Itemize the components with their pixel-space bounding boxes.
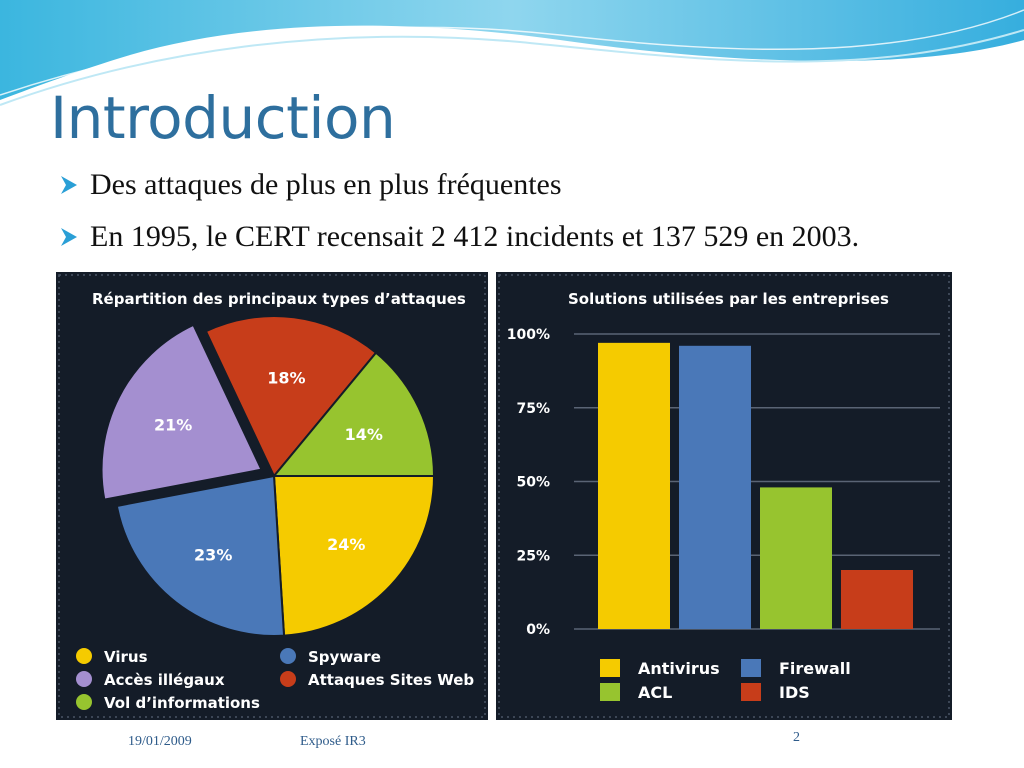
bullet-item: Des attaques de plus en plus fréquentes — [58, 168, 562, 202]
legend-swatch — [76, 671, 92, 687]
bar — [760, 487, 832, 629]
panel-border — [498, 274, 950, 718]
footer-date: 19/01/2009 — [128, 734, 192, 749]
bar — [841, 570, 913, 629]
legend-label: IDS — [779, 683, 810, 702]
footer-title: Exposé IR3 — [300, 734, 366, 749]
slide-title: Introduction — [50, 84, 396, 152]
legend-swatch — [600, 659, 620, 677]
panel-border — [58, 274, 486, 718]
bullet-arrow-icon — [58, 220, 90, 254]
legend-swatch — [600, 683, 620, 701]
legend-label: Vol d’informations — [104, 694, 260, 712]
legend-label: ACL — [638, 683, 672, 702]
y-tick-label: 25% — [516, 548, 550, 564]
legend-swatch — [741, 659, 761, 677]
legend-swatch — [280, 648, 296, 664]
legend-label: Spyware — [308, 648, 381, 666]
pie-slice — [100, 323, 263, 501]
legend-label: Virus — [104, 648, 148, 666]
bar-chart-title: Solutions utilisées par les entreprises — [568, 290, 889, 308]
pie-chart: Répartition des principaux types d’attaq… — [58, 274, 486, 718]
pie-slice — [204, 315, 378, 478]
header-wave-decoration — [0, 0, 1024, 106]
pie-slice-label: 23% — [194, 545, 232, 564]
y-tick-label: 50% — [516, 475, 550, 491]
legend-label: Accès illégaux — [104, 671, 225, 689]
pie-slice-label: 21% — [154, 416, 192, 435]
pie-slice — [271, 351, 436, 477]
y-tick-label: 75% — [516, 401, 550, 417]
footer-page-number: 2 — [793, 730, 800, 745]
pie-chart-title: Répartition des principaux types d’attaq… — [92, 290, 466, 308]
pie-slice-label: 18% — [267, 369, 305, 388]
pie-slice-label: 24% — [327, 535, 365, 554]
legend-label: Firewall — [779, 659, 851, 678]
bullet-arrow-icon — [58, 168, 90, 202]
bar-chart: Solutions utilisées par les entreprises 0… — [498, 274, 950, 718]
legend-swatch — [76, 694, 92, 710]
bullet-item: En 1995, le CERT recensait 2 412 inciden… — [58, 220, 859, 254]
bullet-text: Des attaques de plus en plus fréquentes — [90, 168, 562, 201]
pie-slice — [272, 475, 436, 637]
bar — [679, 345, 751, 629]
bar — [598, 342, 670, 629]
legend-swatch — [280, 671, 296, 687]
y-tick-label: 100% — [507, 327, 550, 343]
legend-label: Antivirus — [638, 659, 720, 678]
pie-slice-label: 14% — [345, 425, 383, 444]
bullet-text: En 1995, le CERT recensait 2 412 inciden… — [90, 220, 860, 253]
y-tick-label: 0% — [526, 622, 550, 638]
pie-slice — [115, 474, 286, 637]
legend-swatch — [76, 648, 92, 664]
legend-swatch — [741, 683, 761, 701]
pie-chart-panel: Répartition des principaux types d’attaq… — [56, 272, 488, 720]
bar-chart-panel: Solutions utilisées par les entreprises 0… — [496, 272, 952, 720]
legend-label: Attaques Sites Web — [308, 671, 474, 689]
